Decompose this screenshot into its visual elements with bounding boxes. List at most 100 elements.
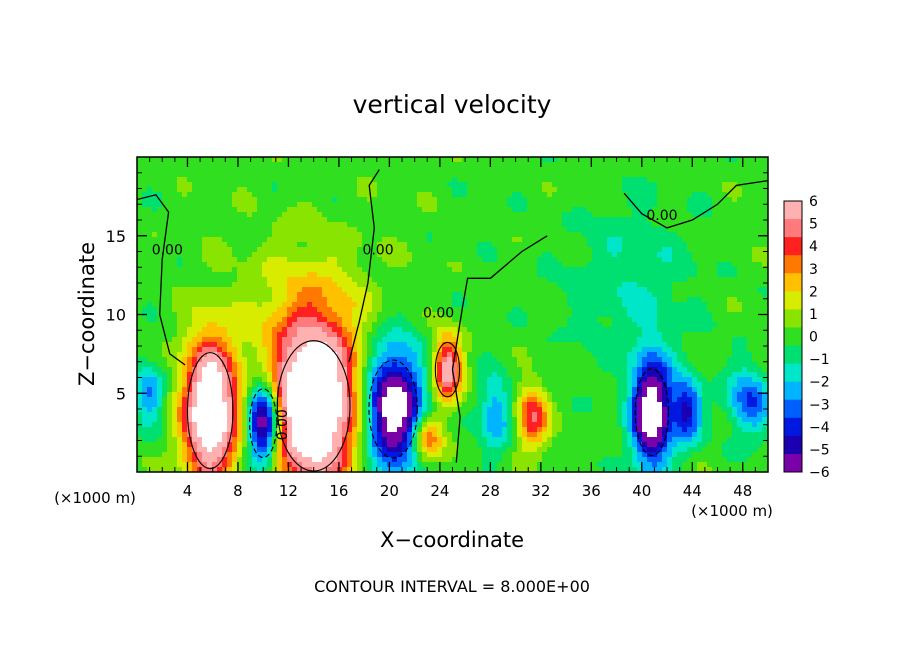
field-cell (732, 322, 738, 328)
field-cell (412, 287, 418, 293)
field-cell (717, 332, 723, 338)
field-cell (257, 172, 263, 178)
field-cell (587, 337, 593, 343)
field-cell (472, 157, 478, 163)
field-cell (642, 307, 648, 313)
field-cell (717, 242, 723, 248)
field-cell (432, 222, 438, 228)
field-cell (432, 237, 438, 243)
field-cell (742, 212, 748, 218)
field-cell (297, 327, 303, 333)
field-cell (182, 247, 188, 253)
field-cell (207, 177, 213, 183)
field-cell (627, 277, 633, 283)
field-cell (452, 312, 458, 318)
field-cell (717, 182, 723, 188)
field-cell (447, 162, 453, 168)
field-cell (227, 182, 233, 188)
field-cell (222, 302, 228, 308)
field-cell (742, 322, 748, 328)
field-cell (647, 307, 653, 313)
field-cell (297, 197, 303, 203)
field-cell (327, 267, 333, 273)
field-cell (662, 277, 668, 283)
field-cell (462, 177, 468, 183)
field-cell (457, 177, 463, 183)
field-cell (747, 192, 753, 198)
field-cell (232, 282, 238, 288)
field-cell (537, 167, 543, 173)
field-cell (547, 337, 553, 343)
field-cell (297, 162, 303, 168)
field-cell (582, 232, 588, 238)
field-cell (252, 282, 258, 288)
field-cell (237, 317, 243, 323)
field-cell (437, 287, 443, 293)
field-cell (757, 302, 763, 308)
field-cell (352, 227, 358, 233)
field-cell (192, 157, 198, 163)
field-cell (702, 292, 708, 298)
field-cell (262, 297, 268, 303)
field-cell (302, 307, 308, 313)
field-cell (347, 317, 353, 323)
field-cell (412, 252, 418, 258)
field-cell (652, 232, 658, 238)
field-cell (262, 212, 268, 218)
field-cell (502, 237, 508, 243)
field-cell (362, 317, 368, 323)
field-cell (492, 302, 498, 308)
field-cell (537, 297, 543, 303)
field-cell (697, 242, 703, 248)
field-cell (397, 262, 403, 268)
field-cell (522, 197, 528, 203)
field-cell (217, 182, 223, 188)
field-cell (327, 202, 333, 208)
field-cell (252, 187, 258, 193)
field-cell (367, 272, 373, 278)
field-cell (717, 192, 723, 198)
velocity-field (137, 157, 768, 472)
field-cell (612, 317, 618, 323)
field-cell (707, 202, 713, 208)
field-cell (412, 292, 418, 298)
field-cell (317, 212, 323, 218)
field-cell (237, 242, 243, 248)
field-cell (447, 202, 453, 208)
field-cell (192, 317, 198, 323)
field-cell (147, 212, 153, 218)
field-cell (322, 332, 328, 338)
field-cell (147, 312, 153, 318)
field-cell (492, 232, 498, 238)
field-cell (357, 337, 363, 343)
field-cell (687, 207, 693, 213)
field-cell (302, 252, 308, 258)
field-cell (317, 182, 323, 188)
field-cell (627, 217, 633, 223)
field-cell (632, 232, 638, 238)
field-cell (712, 287, 718, 293)
field-cell (582, 252, 588, 258)
field-cell (692, 282, 698, 288)
field-cell (222, 157, 228, 163)
field-cell (477, 327, 483, 333)
field-cell (327, 252, 333, 258)
field-cell (577, 187, 583, 193)
field-cell (572, 292, 578, 298)
field-cell (537, 197, 543, 203)
field-cell (137, 242, 143, 248)
field-cell (167, 342, 173, 348)
field-cell (642, 262, 648, 268)
field-cell (332, 247, 338, 253)
field-cell (442, 287, 448, 293)
field-cell (712, 202, 718, 208)
field-cell (402, 327, 408, 333)
field-cell (662, 262, 668, 268)
field-cell (547, 212, 553, 218)
field-cell (372, 332, 378, 338)
field-cell (452, 182, 458, 188)
field-cell (322, 182, 328, 188)
field-cell (597, 222, 603, 228)
field-cell (407, 162, 413, 168)
field-cell (187, 267, 193, 273)
